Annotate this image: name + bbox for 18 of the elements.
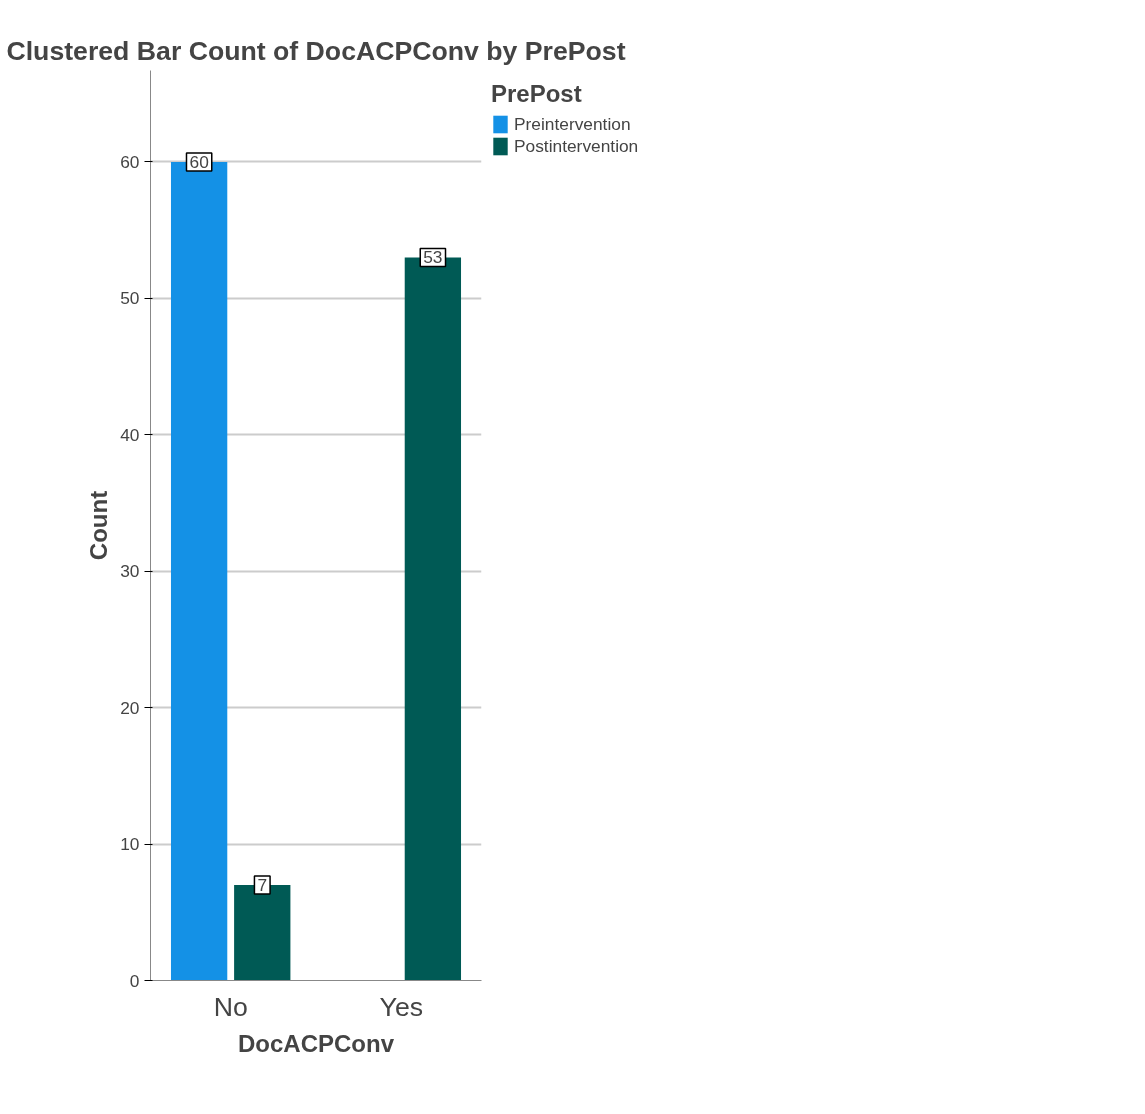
- y-tick-label: 0: [129, 970, 140, 991]
- y-axis-title: Count: [85, 490, 113, 561]
- y-tick-label: 20: [120, 697, 140, 718]
- data-label: 7: [257, 875, 268, 895]
- y-tick-label: 50: [120, 288, 140, 309]
- y-tick-label: 30: [120, 561, 140, 582]
- data-label: 60: [189, 151, 209, 172]
- legend-title: PrePost: [491, 80, 583, 108]
- chart-title: Clustered Bar Count of DocACPConv by PrePost: [6, 35, 626, 66]
- legend-label: Preintervention: [514, 113, 631, 135]
- y-tick-label: 40: [120, 424, 140, 445]
- y-tick-label: 10: [120, 834, 140, 855]
- x-tick-label: No: [213, 991, 248, 1022]
- legend-label: Postintervention: [514, 135, 639, 157]
- data-label: 53: [423, 247, 443, 268]
- x-axis-title: DocACPConv: [237, 1029, 395, 1057]
- x-tick-label: Yes: [379, 991, 424, 1022]
- y-tick-label: 60: [120, 151, 140, 172]
